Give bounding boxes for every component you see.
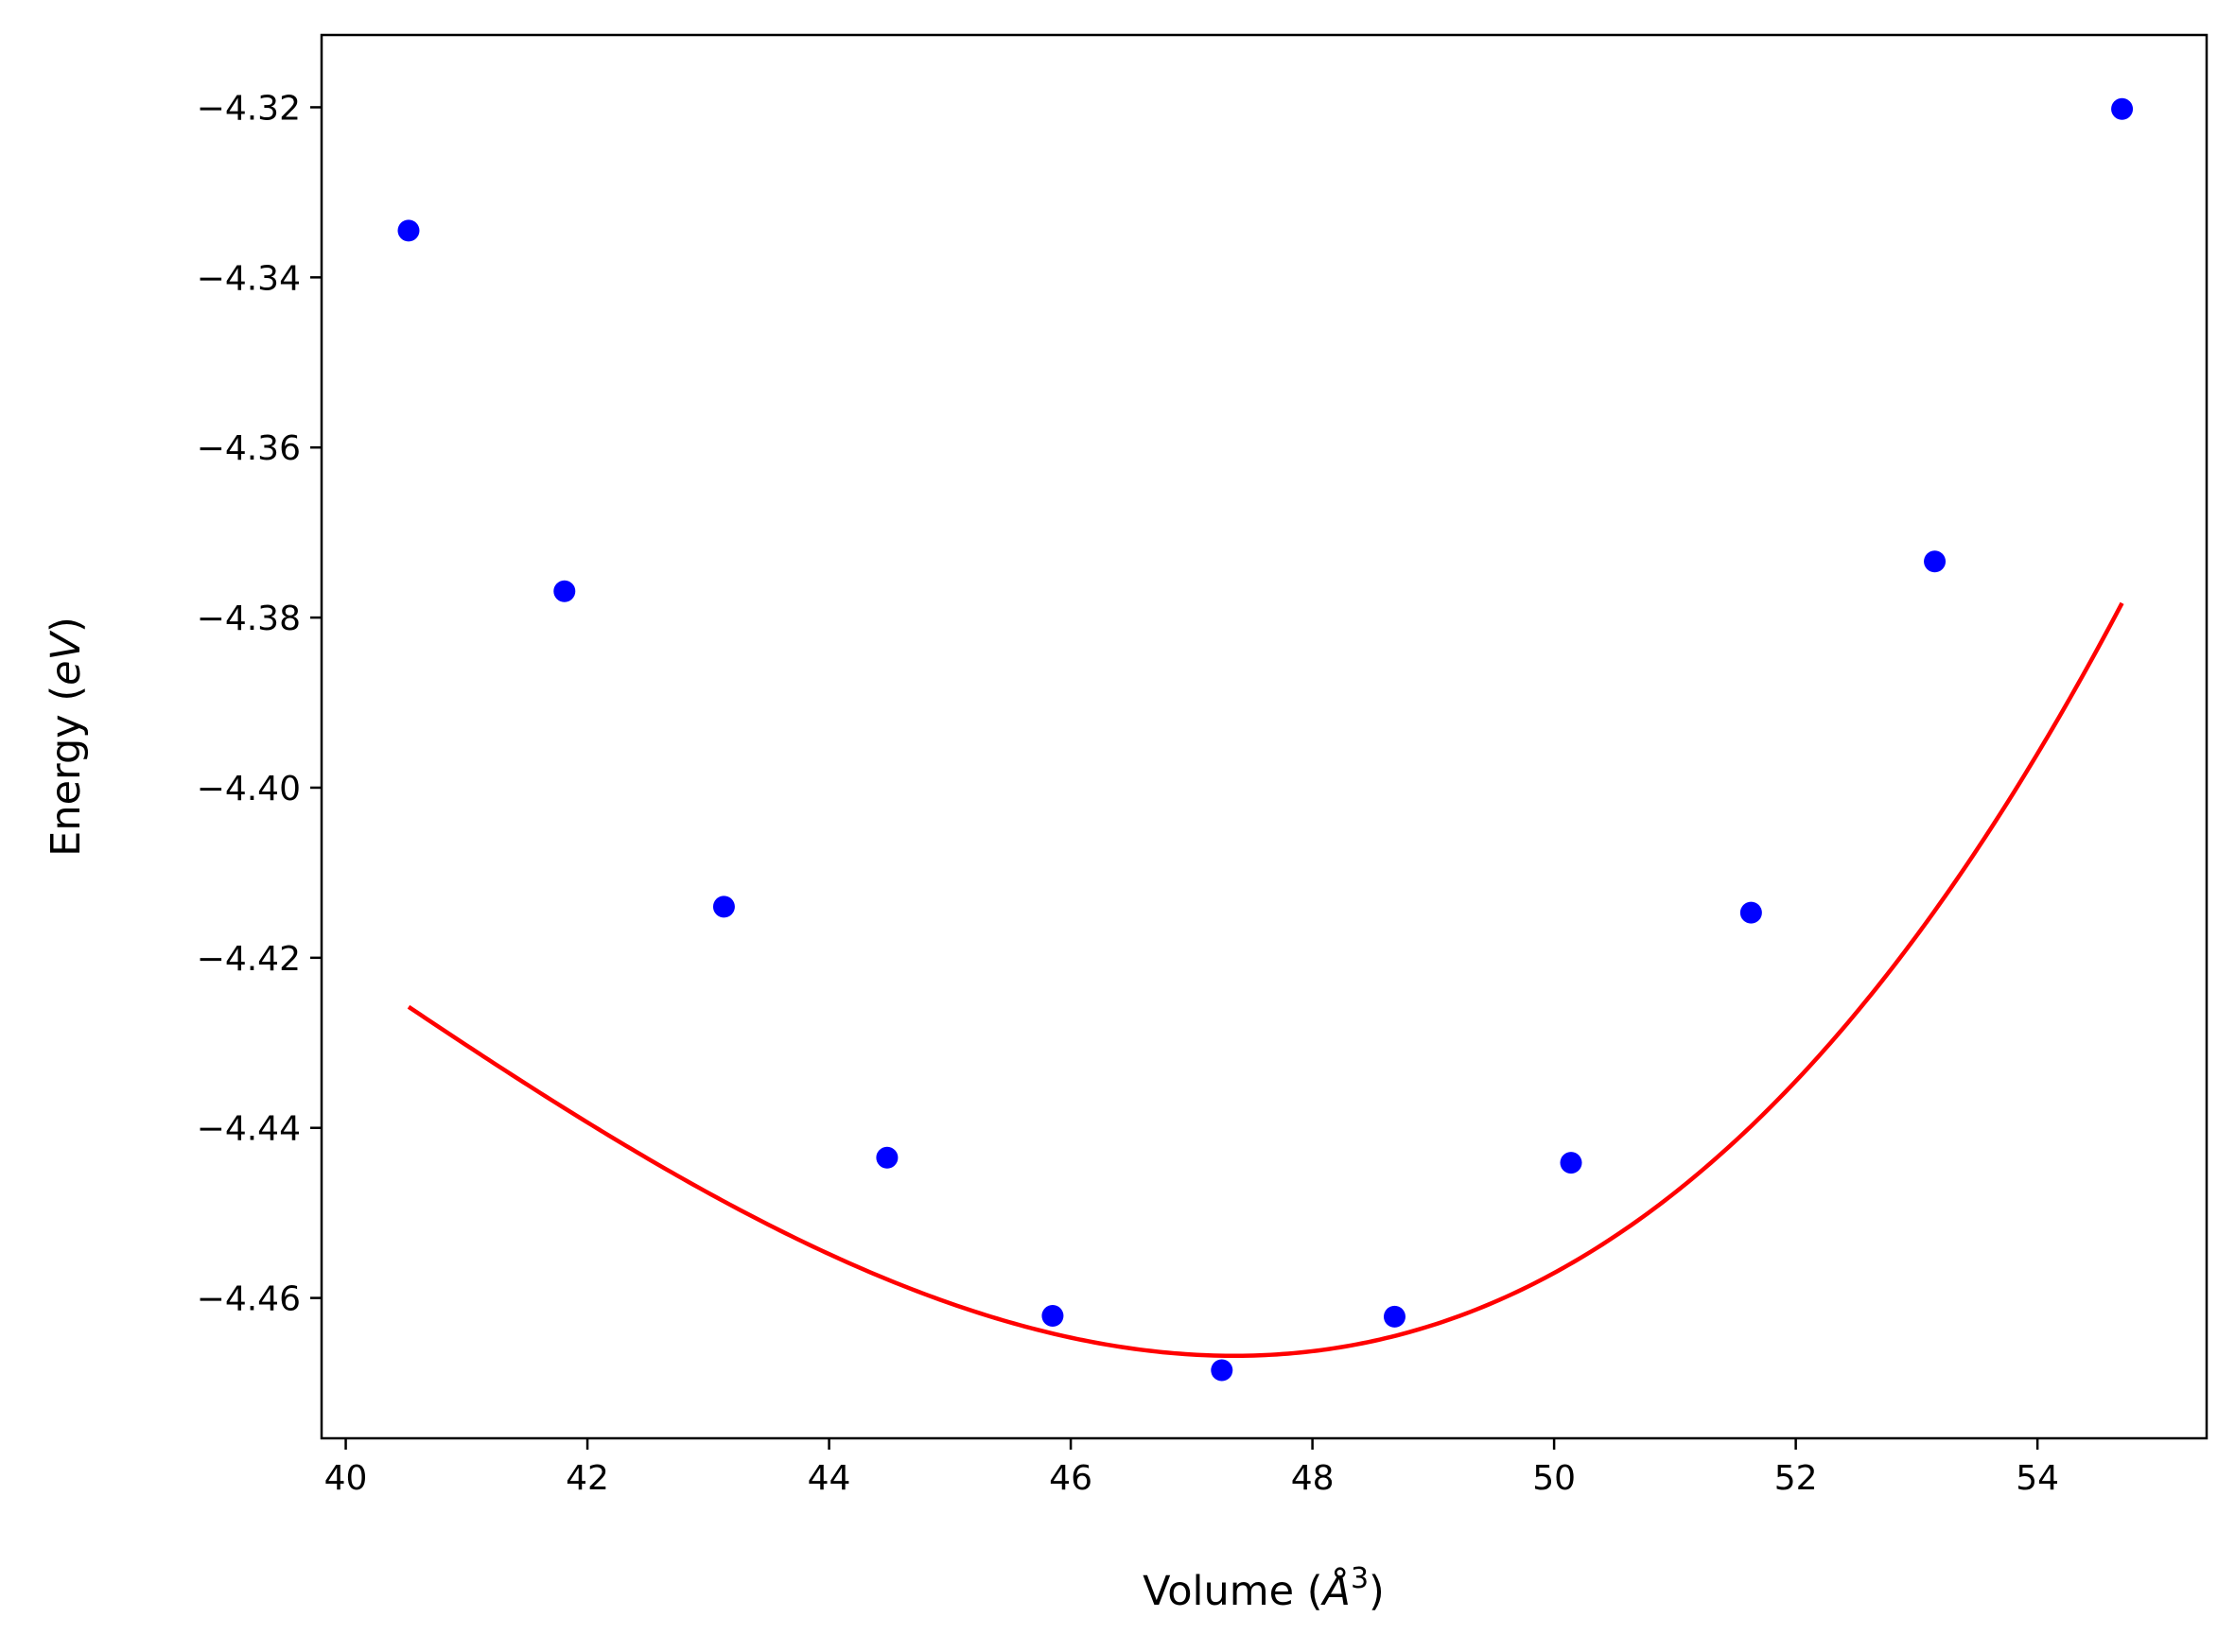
- x-tick-label: 52: [1774, 1459, 1818, 1498]
- data-point: [553, 580, 576, 602]
- y-tick-label: −4.46: [197, 1280, 301, 1319]
- y-axis-label-suffix: ): [43, 617, 90, 633]
- y-axis-label-prefix: Energy (: [43, 686, 90, 857]
- fit-curve-line: [407, 601, 2124, 1358]
- plot-frame: [320, 33, 2209, 1440]
- data-point: [1383, 1305, 1406, 1328]
- fit-curve-layer: [407, 601, 2124, 1358]
- y-tick-label: −4.34: [197, 259, 301, 298]
- data-point: [1041, 1304, 1064, 1327]
- data-point: [1924, 550, 1947, 573]
- x-axis-label-prefix: Volume (: [1143, 1568, 1322, 1615]
- data-point: [876, 1146, 899, 1169]
- y-axis-ticks: −4.32 −4.34 −4.36 −4.38 −4.40 −4.42 −4.44 −4.46: [197, 89, 322, 1319]
- x-tick-label: 46: [1049, 1459, 1092, 1498]
- y-tick-label: −4.36: [197, 429, 301, 468]
- data-point: [712, 896, 735, 918]
- data-point: [2111, 97, 2134, 120]
- y-tick-label: −4.38: [197, 600, 301, 638]
- data-points-layer: [397, 97, 2134, 1382]
- y-tick-label: −4.40: [197, 770, 301, 809]
- x-axis-ticks: 40 42 44 46 48 50 52 54: [324, 1438, 2059, 1498]
- y-axis-label: Energy (eV): [43, 617, 90, 857]
- x-axis-label-symbol: Å: [1320, 1567, 1351, 1615]
- x-axis-label: Volume (Å3): [1143, 1562, 1385, 1615]
- data-point: [397, 219, 420, 242]
- data-point: [1211, 1359, 1233, 1382]
- x-tick-label: 40: [324, 1459, 368, 1498]
- y-tick-label: −4.42: [197, 940, 301, 979]
- data-point: [1739, 901, 1762, 924]
- x-tick-label: 54: [2016, 1459, 2059, 1498]
- x-tick-label: 48: [1291, 1459, 1335, 1498]
- plot-area: [322, 35, 2207, 1438]
- data-point: [1560, 1152, 1582, 1174]
- y-tick-label: −4.32: [197, 89, 301, 128]
- x-axis-label-exponent: 3: [1351, 1562, 1369, 1595]
- x-axis-label-suffix: ): [1369, 1568, 1385, 1615]
- x-tick-label: 44: [808, 1459, 851, 1498]
- y-axis-label-symbol: eV: [43, 630, 90, 685]
- x-tick-label: 50: [1532, 1459, 1576, 1498]
- x-tick-label: 42: [566, 1459, 609, 1498]
- y-tick-label: −4.44: [197, 1110, 301, 1149]
